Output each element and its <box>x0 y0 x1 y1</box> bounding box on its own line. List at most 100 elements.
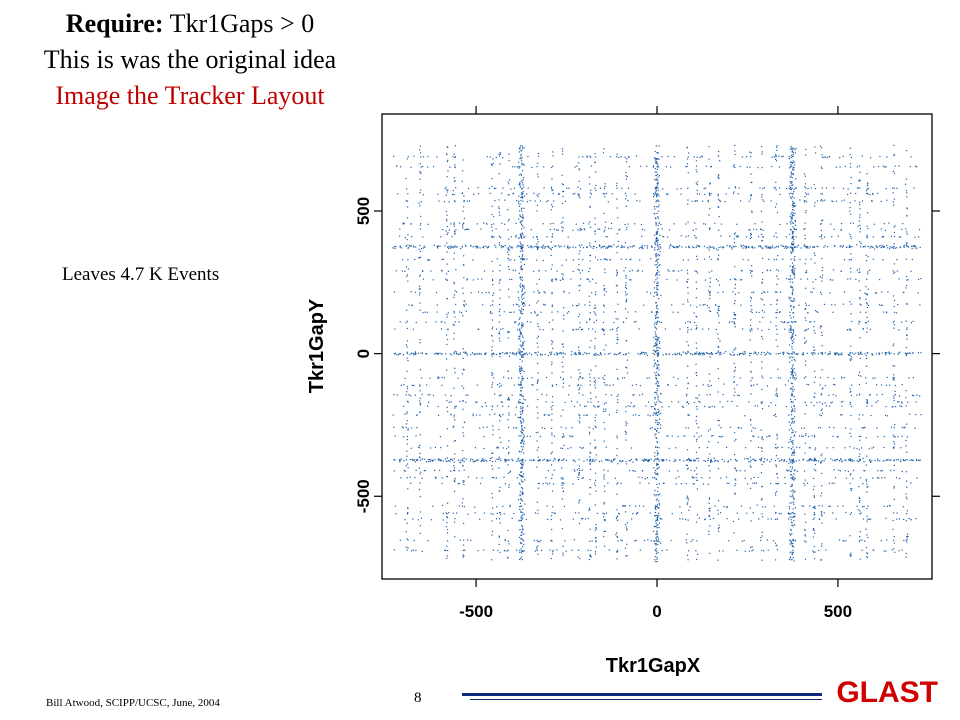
data-point <box>847 470 849 472</box>
data-point <box>453 180 456 183</box>
require-line: Require: Tkr1Gaps > 0 <box>0 6 380 42</box>
data-point <box>695 228 697 230</box>
data-point <box>898 518 900 520</box>
data-point <box>709 182 711 184</box>
data-point <box>792 281 794 284</box>
data-point <box>551 305 553 308</box>
data-point <box>713 457 715 459</box>
data-point <box>792 202 795 204</box>
data-point <box>657 452 659 454</box>
data-point <box>590 458 592 461</box>
data-point <box>671 245 673 247</box>
data-point <box>445 512 447 514</box>
data-point <box>790 512 792 514</box>
data-point <box>869 461 872 463</box>
data-point <box>520 387 522 389</box>
data-point <box>573 469 575 471</box>
data-point <box>718 174 720 176</box>
data-point <box>706 446 709 449</box>
data-point <box>655 515 657 517</box>
data-point <box>531 247 533 249</box>
data-point <box>859 311 862 313</box>
data-point <box>444 458 447 460</box>
data-point <box>654 489 656 492</box>
data-point <box>905 352 907 355</box>
data-point <box>656 473 658 475</box>
data-point <box>586 321 588 324</box>
data-point <box>446 557 448 559</box>
data-point <box>476 245 478 248</box>
data-point <box>655 522 657 524</box>
data-point <box>695 255 698 257</box>
data-point <box>749 352 751 355</box>
data-point <box>603 294 606 296</box>
data-point <box>859 459 861 462</box>
data-point <box>790 541 792 543</box>
data-point <box>613 459 615 461</box>
data-point <box>507 397 510 400</box>
data-point <box>551 361 553 363</box>
data-point <box>520 381 522 383</box>
data-point <box>823 460 825 462</box>
data-point <box>593 307 595 309</box>
data-point <box>836 458 839 461</box>
data-point <box>595 396 597 398</box>
data-point <box>886 351 888 354</box>
data-point <box>537 460 540 462</box>
data-point <box>551 490 554 492</box>
data-point <box>793 416 796 418</box>
data-point <box>873 248 876 250</box>
data-point <box>402 353 405 356</box>
data-point <box>817 353 820 355</box>
data-point <box>793 169 795 171</box>
data-point <box>491 278 494 280</box>
data-point <box>792 251 794 253</box>
data-point <box>791 348 793 350</box>
data-point <box>687 499 689 501</box>
data-point <box>454 481 456 483</box>
data-point <box>757 328 759 330</box>
data-point <box>658 447 660 449</box>
data-point <box>594 484 596 486</box>
data-point <box>405 322 407 324</box>
data-point <box>393 549 395 551</box>
data-point <box>656 166 658 168</box>
data-point <box>491 312 493 314</box>
data-point <box>658 432 660 434</box>
data-point <box>519 286 522 288</box>
data-point <box>520 345 522 347</box>
data-point <box>750 546 752 549</box>
data-point <box>521 467 523 469</box>
data-point <box>604 229 606 231</box>
data-point <box>665 459 668 461</box>
data-point <box>518 377 520 379</box>
data-point <box>492 353 494 355</box>
data-point <box>777 245 779 247</box>
data-point <box>666 549 668 551</box>
data-point <box>656 288 658 291</box>
data-point <box>792 371 794 373</box>
data-point <box>750 173 752 175</box>
data-point <box>431 460 434 462</box>
data-point <box>722 291 724 293</box>
data-point <box>521 518 523 520</box>
data-point <box>500 244 502 247</box>
data-point <box>536 248 539 251</box>
data-point <box>547 459 549 462</box>
data-point <box>674 247 676 249</box>
data-point <box>672 311 674 313</box>
data-point <box>556 270 558 272</box>
data-point <box>405 344 407 346</box>
data-point <box>791 462 794 464</box>
data-point <box>686 269 688 271</box>
data-point <box>490 335 493 337</box>
data-point <box>453 353 455 355</box>
data-point <box>734 326 736 328</box>
data-point <box>717 249 719 251</box>
data-point <box>791 300 793 302</box>
data-point <box>463 206 465 208</box>
data-point <box>420 189 422 191</box>
data-point <box>795 321 797 323</box>
data-point <box>589 487 592 489</box>
data-point <box>615 518 618 520</box>
